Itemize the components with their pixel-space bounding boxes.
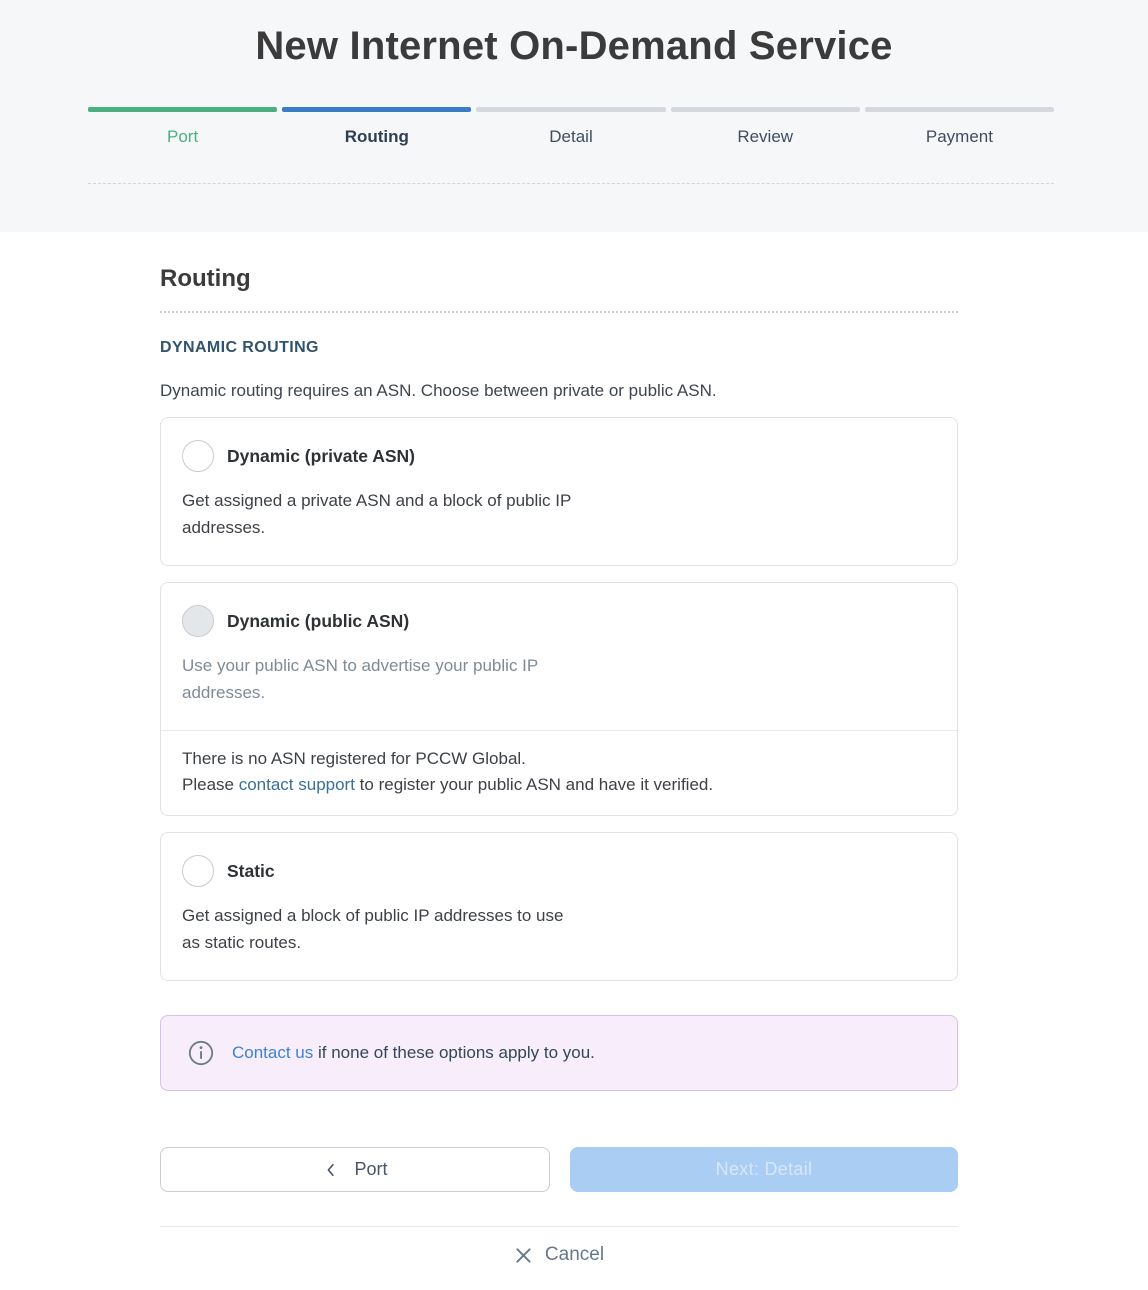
step-port[interactable]: Port — [88, 107, 278, 147]
option-dynamic-private-description: Get assigned a private ASN and a block o… — [182, 491, 572, 537]
step-routing-label: Routing — [344, 127, 409, 146]
step-routing-bar — [282, 107, 472, 112]
next-button-label: Next: Detail — [715, 1159, 813, 1179]
step-payment-label: Payment — [925, 127, 993, 146]
contact-info-banner: Contact us if none of these options appl… — [160, 1015, 958, 1091]
contact-banner-suffix: if none of these options apply to you. — [313, 1043, 595, 1062]
no-asn-note-line2-suffix: to register your public ASN and have it … — [354, 775, 714, 794]
contact-us-link[interactable]: Contact us — [232, 1043, 314, 1062]
next-detail-button[interactable]: Next: Detail — [570, 1147, 958, 1192]
routing-heading: Routing — [160, 265, 251, 292]
back-button-label: Port — [354, 1159, 388, 1179]
option-static-head[interactable]: Static — [182, 855, 937, 887]
option-card-static[interactable]: Static Get assigned a block of public IP… — [160, 832, 958, 981]
radio-static[interactable] — [182, 855, 214, 887]
cancel-label: Cancel — [544, 1244, 605, 1265]
footer-divider — [160, 1226, 958, 1227]
no-asn-note-line1: There is no ASN registered for PCCW Glob… — [182, 749, 526, 768]
step-detail-bar — [476, 107, 666, 112]
step-detail: Detail — [476, 107, 666, 147]
step-payment: Payment — [864, 107, 1055, 147]
option-card-dynamic-private[interactable]: Dynamic (private ASN) Get assigned a pri… — [160, 417, 958, 566]
contact-banner-text: Contact us if none of these options appl… — [232, 1043, 595, 1063]
step-review: Review — [670, 107, 860, 147]
no-asn-note-line2-prefix: Please — [182, 775, 239, 794]
page-title: New Internet On-Demand Service — [255, 24, 893, 68]
option-static-description: Get assigned a block of public IP addres… — [182, 906, 564, 952]
option-dynamic-public-head: Dynamic (public ASN) — [182, 605, 937, 637]
step-payment-bar — [864, 107, 1055, 112]
no-asn-note: There is no ASN registered for PCCW Glob… — [161, 730, 957, 815]
dynamic-routing-description: Dynamic routing requires an ASN. Choose … — [160, 381, 717, 400]
wizard-header: New Internet On-Demand Service Port Rout… — [0, 0, 1148, 232]
option-dynamic-public-description: Use your public ASN to advertise your pu… — [182, 656, 539, 702]
wizard-stepper: Port Routing Detail Review Payment — [88, 107, 1055, 147]
heading-divider — [160, 311, 958, 313]
back-to-port-button[interactable]: Port — [160, 1147, 550, 1192]
radio-dynamic-private[interactable] — [182, 440, 214, 472]
option-dynamic-private-label: Dynamic (private ASN) — [227, 445, 416, 466]
option-static-label: Static — [227, 860, 275, 881]
dynamic-routing-label: DYNAMIC ROUTING — [160, 339, 319, 356]
step-port-label: Port — [167, 127, 199, 146]
step-review-label: Review — [737, 127, 794, 146]
chevron-left-icon — [322, 1161, 340, 1179]
step-review-bar — [670, 107, 860, 112]
step-port-bar — [88, 107, 278, 112]
info-icon — [188, 1040, 214, 1066]
contact-support-link[interactable]: contact support — [238, 775, 355, 794]
radio-dynamic-public — [182, 605, 214, 637]
option-dynamic-private-head[interactable]: Dynamic (private ASN) — [182, 440, 937, 472]
close-icon — [514, 1246, 533, 1265]
cancel-button[interactable]: Cancel — [160, 1244, 958, 1266]
option-card-dynamic-public: Dynamic (public ASN) Use your public ASN… — [160, 582, 958, 816]
stepper-divider — [88, 183, 1054, 184]
step-routing[interactable]: Routing — [282, 107, 472, 147]
option-dynamic-public-label: Dynamic (public ASN) — [227, 610, 410, 631]
routing-step-content: Routing DYNAMIC ROUTING Dynamic routing … — [160, 232, 958, 1266]
step-detail-label: Detail — [549, 127, 593, 146]
wizard-actions: Port Next: Detail — [160, 1147, 958, 1192]
